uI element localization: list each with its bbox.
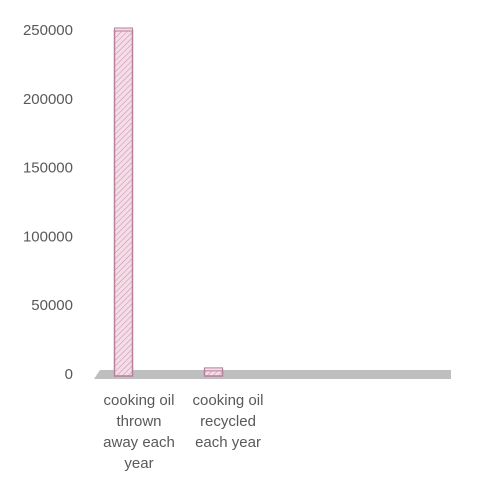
bar [113,29,134,377]
bars [113,27,224,377]
chart-floor [94,370,451,379]
y-tick-label: 250000 [23,22,73,39]
y-tick-label: 0 [65,366,73,383]
y-tick-label: 50000 [31,297,73,314]
floor-plane [94,370,451,379]
y-axis-ticks: 0 50000 100000 150000 200000 250000 [23,22,73,383]
bar-top [204,367,223,372]
y-tick-label: 200000 [23,91,73,108]
x-category-label: cooking oil recycled each year [193,392,264,451]
y-tick-label: 100000 [23,228,73,245]
x-axis-labels: cooking oil thrown away each year cooking oi… [103,392,263,472]
bar-top [114,27,133,32]
x-category-label: cooking oil thrown away each year [103,392,175,472]
y-tick-label: 150000 [23,160,73,177]
